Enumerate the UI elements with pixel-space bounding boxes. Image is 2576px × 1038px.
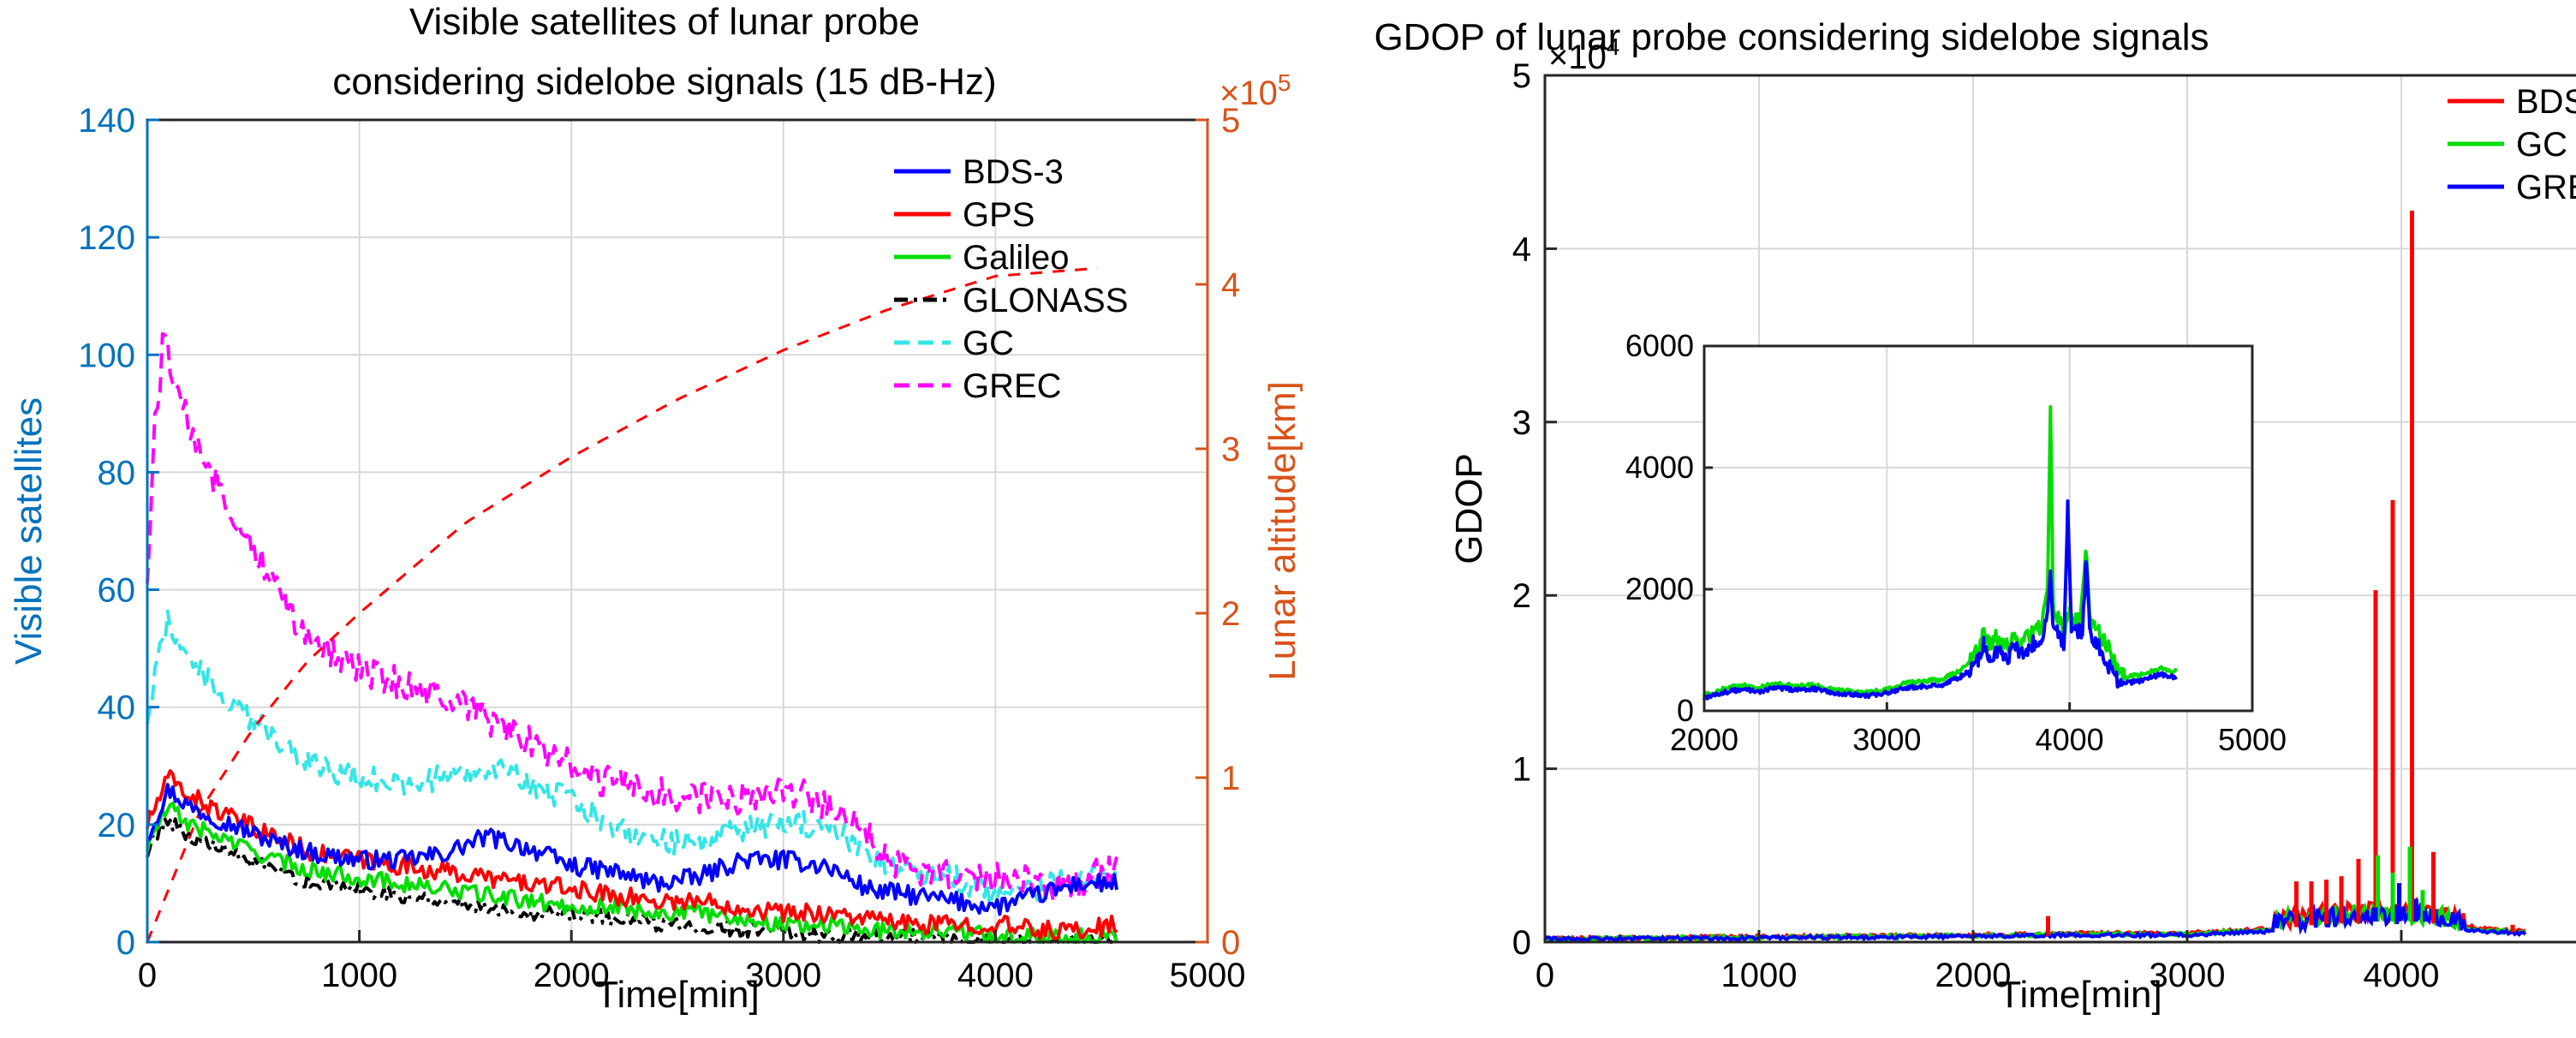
inset-axes-box bbox=[1702, 344, 2254, 713]
left-x-tick-label: 2000 bbox=[534, 957, 610, 994]
left-y2-exponent-power: 5 bbox=[1278, 69, 1291, 96]
right-chart: GDOP of lunar probe considering sidelobe… bbox=[1374, 16, 2576, 1016]
inset-x-tick-label: 2000 bbox=[1670, 722, 1738, 757]
left-y-tick-label: 60 bbox=[98, 572, 136, 610]
right-y-exponent-power: 4 bbox=[1607, 33, 1620, 60]
left-y2-exponent: ×105 bbox=[1219, 69, 1291, 112]
left-x-axis-label: Time[min] bbox=[595, 974, 760, 1016]
left-y-tick-label: 100 bbox=[78, 337, 135, 374]
left-y2-axis-label: Lunar altitude[km] bbox=[1261, 381, 1303, 681]
left-legend-label: BDS-3 bbox=[963, 153, 1064, 191]
right-chart-title: GDOP of lunar probe considering sidelobe… bbox=[1374, 16, 2209, 58]
left-series-grec bbox=[146, 331, 1118, 903]
left-grid bbox=[147, 120, 1208, 942]
left-series-gc bbox=[146, 609, 1118, 908]
left-x-ticks: 0 1000 2000 3000 4000 5000 bbox=[138, 930, 1246, 994]
right-y-tick-label: 4 bbox=[1512, 230, 1531, 268]
right-x-tick-label: 3000 bbox=[2150, 957, 2226, 994]
left-y-tick-label: 40 bbox=[98, 689, 136, 727]
inset-series-grec bbox=[1702, 499, 2178, 701]
left-legend-label: GPS bbox=[963, 196, 1035, 234]
right-y-exponent-base: ×10 bbox=[1548, 39, 1607, 76]
left-x-tick-label: 5000 bbox=[1170, 957, 1246, 994]
left-y2-tick-label: 0 bbox=[1221, 924, 1240, 962]
inset-y-ticks: 0 2000 4000 6000 bbox=[1625, 328, 1713, 728]
left-y2-tick-label: 1 bbox=[1221, 760, 1240, 797]
right-axes-box bbox=[1543, 74, 2576, 944]
left-y2-tick-label: 2 bbox=[1221, 595, 1240, 633]
right-y-axis-label: GDOP bbox=[1448, 453, 1490, 564]
left-y-tick-label: 0 bbox=[116, 924, 135, 962]
inset-y-tick-label: 2000 bbox=[1625, 571, 1694, 606]
left-y-axis-label: Visible satellites bbox=[8, 397, 50, 665]
left-chart-title-line2: considering sidelobe signals (15 dB-Hz) bbox=[332, 61, 996, 103]
inset-y-tick-label: 4000 bbox=[1625, 450, 1694, 485]
left-y-tick-label: 120 bbox=[78, 219, 135, 257]
inset-y-tick-label: 6000 bbox=[1625, 328, 1694, 363]
left-x-tick-label: 4000 bbox=[957, 957, 1034, 994]
right-legend-label: GREC bbox=[2516, 169, 2576, 206]
inset-plot-area bbox=[1702, 405, 2178, 701]
right-x-tick-label: 1000 bbox=[1721, 957, 1798, 994]
inset-x-tick-label: 5000 bbox=[2218, 722, 2287, 757]
right-y-exponent: ×104 bbox=[1548, 33, 1619, 76]
left-y2-exponent-base: ×10 bbox=[1219, 75, 1278, 112]
inset-x-tick-label: 3000 bbox=[1852, 722, 1921, 757]
left-y2-tick-label: 4 bbox=[1221, 266, 1240, 304]
left-y2-tick-label: 5 bbox=[1221, 102, 1240, 140]
left-legend-label: GREC bbox=[963, 367, 1062, 405]
left-x-tick-label: 3000 bbox=[745, 957, 821, 994]
left-y2-tick-label: 3 bbox=[1221, 431, 1240, 468]
right-plot-area bbox=[1543, 210, 2527, 944]
left-series-glonass bbox=[146, 817, 1118, 944]
right-x-axis-label: Time[min] bbox=[1998, 974, 2162, 1016]
inset-x-ticks: 2000 3000 4000 5000 bbox=[1670, 702, 2287, 757]
left-x-tick-label: 0 bbox=[138, 957, 157, 994]
left-legend: BDS-3 GPS Galileo GLONASS GC GREC bbox=[894, 153, 1128, 405]
right-y-tick-label: 1 bbox=[1512, 751, 1531, 789]
left-series-gps bbox=[146, 769, 1118, 940]
left-y-tick-label: 80 bbox=[98, 454, 136, 492]
right-y-ticks: 0 1 2 3 4 5 bbox=[1512, 57, 1557, 962]
right-x-tick-label: 0 bbox=[1535, 957, 1554, 994]
left-legend-label: GC bbox=[963, 325, 1014, 362]
inset-y-tick-label: 0 bbox=[1677, 693, 1694, 728]
right-legend-label: BDS-3 bbox=[2516, 83, 2576, 121]
left-y-tick-label: 20 bbox=[98, 807, 136, 844]
left-series-bds-3 bbox=[146, 783, 1118, 916]
left-legend-label: Galileo bbox=[963, 239, 1070, 277]
left-chart-title-line1: Visible satellites of lunar probe bbox=[409, 1, 920, 43]
right-baseline-series bbox=[1543, 902, 2527, 944]
left-series-lunar-altitude bbox=[146, 266, 1098, 943]
inset-x-tick-label: 4000 bbox=[2036, 722, 2104, 757]
left-y-ticks: 0 20 40 60 80 100 120 140 bbox=[78, 102, 159, 962]
left-y-tick-label: 140 bbox=[78, 102, 135, 140]
left-plot-area bbox=[146, 266, 1118, 944]
left-x-tick-label: 1000 bbox=[321, 957, 397, 994]
right-x-tick-label: 2000 bbox=[1935, 957, 2012, 994]
left-y2-ticks: 0 1 2 3 4 5 bbox=[1196, 102, 1240, 962]
right-x-tick-label: 4000 bbox=[2364, 957, 2440, 994]
right-legend: BDS-3 GC GREC bbox=[2448, 83, 2576, 206]
right-y-tick-label: 5 bbox=[1512, 57, 1531, 95]
right-y-tick-label: 3 bbox=[1512, 404, 1531, 442]
left-legend-label: GLONASS bbox=[963, 282, 1128, 319]
right-y-tick-label: 0 bbox=[1512, 924, 1531, 962]
left-chart: Visible satellites of lunar probe consid… bbox=[8, 1, 1303, 1016]
right-y-tick-label: 2 bbox=[1512, 577, 1531, 615]
right-legend-label: GC bbox=[2516, 126, 2567, 164]
